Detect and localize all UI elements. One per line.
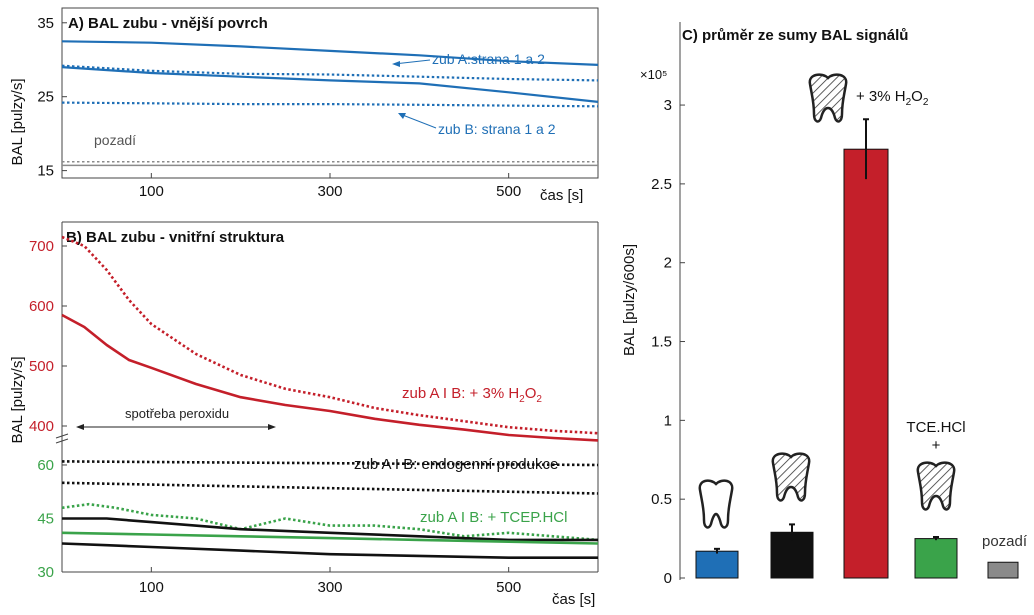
panel-a: A) BAL zubu - vnější povrch BAL [pulzy/s… xyxy=(9,7,599,204)
x-tick-label: 300 xyxy=(317,579,342,596)
y-tick-label: 1.5 xyxy=(651,334,672,351)
peroxide-arrowhead-left xyxy=(76,424,84,430)
axis-break-mark xyxy=(55,438,69,444)
x-tick-label: 500 xyxy=(496,579,521,596)
bar xyxy=(843,148,889,579)
y-tick-label: 2.5 xyxy=(651,176,672,193)
label-pozadi-c: pozadí xyxy=(982,533,1028,550)
panel-b-y-ticks: 400 500 600 700 30 45 60 xyxy=(29,238,67,581)
panel-b-xlabel: čas [s] xyxy=(552,591,595,608)
peroxide-label: spotřeba peroxidu xyxy=(125,406,229,421)
y-tick-label: 60 xyxy=(37,457,54,474)
panel-a-title: A) BAL zubu - vnější povrch xyxy=(68,15,268,32)
y-tick-label: 500 xyxy=(29,358,54,375)
label-tce: TCE.HCl xyxy=(906,419,965,436)
panel-a-xlabel: čas [s] xyxy=(540,187,583,204)
label-plus: + xyxy=(932,437,941,454)
panel-c-title: C) průměr ze sumy BAL signálů xyxy=(682,27,908,44)
bar xyxy=(695,550,739,579)
bar xyxy=(987,561,1019,579)
bar xyxy=(914,538,958,579)
label-black-series: zub A I B: endogenní produkce xyxy=(354,456,558,473)
label-zub-a-arrowhead xyxy=(392,61,400,67)
y-tick-label: 0.5 xyxy=(651,491,672,508)
panel-b: B) BAL zubu - vnitřní struktura BAL [pul… xyxy=(9,221,599,608)
y-tick-label: 1 xyxy=(664,412,672,429)
label-zub-b-arrowhead xyxy=(398,113,406,119)
panel-a-x-ticks: 100 300 500 xyxy=(139,173,521,200)
tooth-icon xyxy=(698,479,734,529)
y-tick-label: 400 xyxy=(29,418,54,435)
x-tick-label: 300 xyxy=(317,183,342,200)
series-line-b-lower-2 xyxy=(61,502,599,542)
label-pozadi-a: pozadí xyxy=(94,132,136,148)
series-line-a-2 xyxy=(61,64,599,82)
axis-break-mark xyxy=(55,433,69,439)
panel-b-ylabel: BAL [pulzy/s] xyxy=(9,357,26,444)
y-tick-label: 700 xyxy=(29,238,54,255)
series-line-b-lower-0 xyxy=(61,460,599,467)
panel-b-x-ticks: 100 300 500 xyxy=(139,567,521,596)
panel-b-title: B) BAL zubu - vnitřní struktura xyxy=(66,229,285,246)
y-tick-label: 30 xyxy=(37,564,54,581)
y-tick-label: 600 xyxy=(29,298,54,315)
label-zub-b-pointer xyxy=(399,113,437,129)
x-tick-label: 100 xyxy=(139,579,164,596)
tooth-hatched-icon xyxy=(771,452,811,502)
series-line-a-1 xyxy=(61,66,599,103)
series-line-b-lower-4 xyxy=(61,531,599,545)
series-line-a-0 xyxy=(61,40,599,66)
panel-a-y-ticks: 15 25 35 xyxy=(37,15,67,180)
bar xyxy=(770,531,814,579)
panel-c-ylabel: BAL [pulzy/600s] xyxy=(621,244,638,356)
panel-c-scale-label: ×10⁵ xyxy=(640,67,667,82)
y-tick-label: 35 xyxy=(37,15,54,32)
y-tick-label: 0 xyxy=(664,570,672,587)
peroxide-arrowhead-right xyxy=(268,424,276,430)
label-red-series: zub A I B: + 3% H2O2 xyxy=(402,385,542,405)
x-tick-label: 100 xyxy=(139,183,164,200)
y-tick-label: 45 xyxy=(37,510,54,527)
tooth-hatched-icon xyxy=(808,73,848,123)
series-line-b-lower-3 xyxy=(62,517,598,542)
series-line-b-upper-1 xyxy=(61,313,599,442)
label-zub-b: zub B: strana 1 a 2 xyxy=(438,121,556,137)
tooth-hatched-icon xyxy=(916,461,956,511)
series-line-b-upper-0 xyxy=(61,235,599,435)
panel-a-series xyxy=(61,40,599,167)
series-line-b-lower-5 xyxy=(61,542,598,560)
panel-c-bars xyxy=(695,118,1019,579)
y-tick-label: 2 xyxy=(664,255,672,272)
series-line-a-3 xyxy=(61,101,599,108)
panel-c: C) průměr ze sumy BAL signálů ×10⁵ BAL [… xyxy=(621,22,1028,587)
label-zub-a: zub A:strana 1 a 2 xyxy=(432,51,545,67)
label-green-series: zub A I B: + TCEP.HCl xyxy=(420,509,567,526)
y-tick-label: 3 xyxy=(664,97,672,114)
x-tick-label: 500 xyxy=(496,183,521,200)
series-line-b-lower-1 xyxy=(61,481,599,495)
y-tick-label: 25 xyxy=(37,89,54,106)
label-h2o2: + 3% H2O2 xyxy=(856,88,929,108)
panel-a-ylabel: BAL [pulzy/s] xyxy=(9,79,26,166)
y-tick-label: 15 xyxy=(37,163,54,180)
panel-b-series xyxy=(61,235,599,560)
panel-c-y-ticks: 0 0.5 1 1.5 2 2.5 3 xyxy=(651,97,685,587)
